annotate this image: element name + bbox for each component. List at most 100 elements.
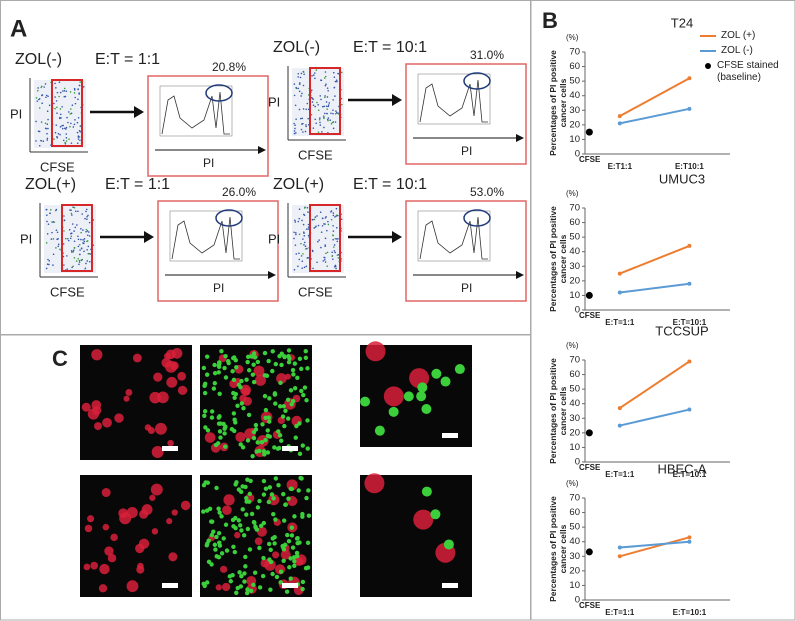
cell [87,515,95,523]
event-dot [311,97,314,100]
event-dot [330,218,333,221]
event-dot [70,112,73,115]
arrow-head [392,94,402,106]
effector-cell [232,417,237,422]
effector-cell [202,413,207,418]
event-dot [329,119,331,122]
event-dot [57,243,60,246]
condition-group: ZOL(+) [273,176,324,193]
effector-cell [252,355,258,360]
y-tick-label: 30 [569,105,580,116]
event-dot [327,104,330,106]
effector-cell [280,414,286,419]
event-dot [51,221,53,223]
event-dot [45,96,47,99]
event-dot [307,228,310,230]
event-dot [72,250,74,253]
event-dot [73,230,75,232]
event-dot [48,263,50,266]
event-dot [79,253,81,256]
cell [151,446,164,458]
y-axis-label: Percentages of PI positive cancer cells [548,50,568,156]
effector-cell [292,361,298,366]
series-line [619,536,690,558]
event-dot [69,237,72,240]
event-dot [297,220,300,223]
effector-cell [294,423,299,429]
event-dot [85,228,88,231]
event-dot [47,118,49,121]
event-dot [324,75,327,78]
effector-cell [225,358,231,364]
event-dot [327,223,330,226]
percent-label: 26.0% [222,185,256,199]
effector-cell [388,406,399,417]
effector-cell [262,393,268,399]
event-dot [73,206,76,209]
effector-cell [251,362,256,367]
cell [104,546,114,556]
event-dot [295,86,297,89]
event-dot [314,216,317,218]
cell [107,553,117,563]
event-dot [295,253,298,255]
cell [171,509,178,516]
effector-cell [266,415,271,420]
effector-cell [245,354,251,360]
event-dot [307,223,310,226]
effector-cell [240,507,245,512]
effector-cell [273,476,279,481]
cell [364,473,385,494]
event-dot [305,265,308,268]
event-dot [295,132,297,134]
effector-cell [230,369,235,374]
effector-cell [264,373,270,378]
event-dot [297,87,300,90]
event-dot [63,90,66,92]
event-dot [87,214,89,217]
arrow-head [516,134,524,142]
effector-cell [276,482,281,488]
effector-cell [260,573,266,579]
event-dot [323,77,326,79]
effector-cell [277,404,283,409]
event-dot [71,214,73,216]
event-dot [55,209,57,212]
cell [383,386,404,407]
cell [167,439,174,447]
effector-cell [297,451,303,457]
event-dot [332,109,334,111]
effector-cell [294,550,300,556]
effector-cell [209,415,215,420]
cell [177,371,187,381]
legend-label: CFSE stained (baseline) [717,60,779,83]
effector-cell [258,523,264,529]
cell [168,552,178,562]
scale-bar [162,446,178,451]
event-dot [86,215,88,218]
cell [235,431,246,443]
series-line [619,107,690,125]
effector-cell [290,398,296,404]
y-tick-label: 40 [569,246,580,257]
event-dot [63,264,65,266]
event-dot [62,255,65,258]
event-dot [59,248,61,251]
data-point [687,281,692,286]
effector-cell [297,540,302,545]
panel-b-frame [530,0,796,621]
effector-cell [248,588,254,594]
effector-cell [219,349,224,354]
effector-cell [213,442,219,448]
data-point [617,290,622,295]
cell [90,561,99,570]
event-dot [302,213,305,216]
event-dot [315,122,317,125]
effector-cell [231,524,236,529]
effector-cell [417,382,428,393]
event-dot [44,127,47,130]
event-dot [55,87,57,89]
event-dot [70,122,72,125]
effector-cell [287,356,292,361]
y-tick-label: 0 [575,305,580,316]
